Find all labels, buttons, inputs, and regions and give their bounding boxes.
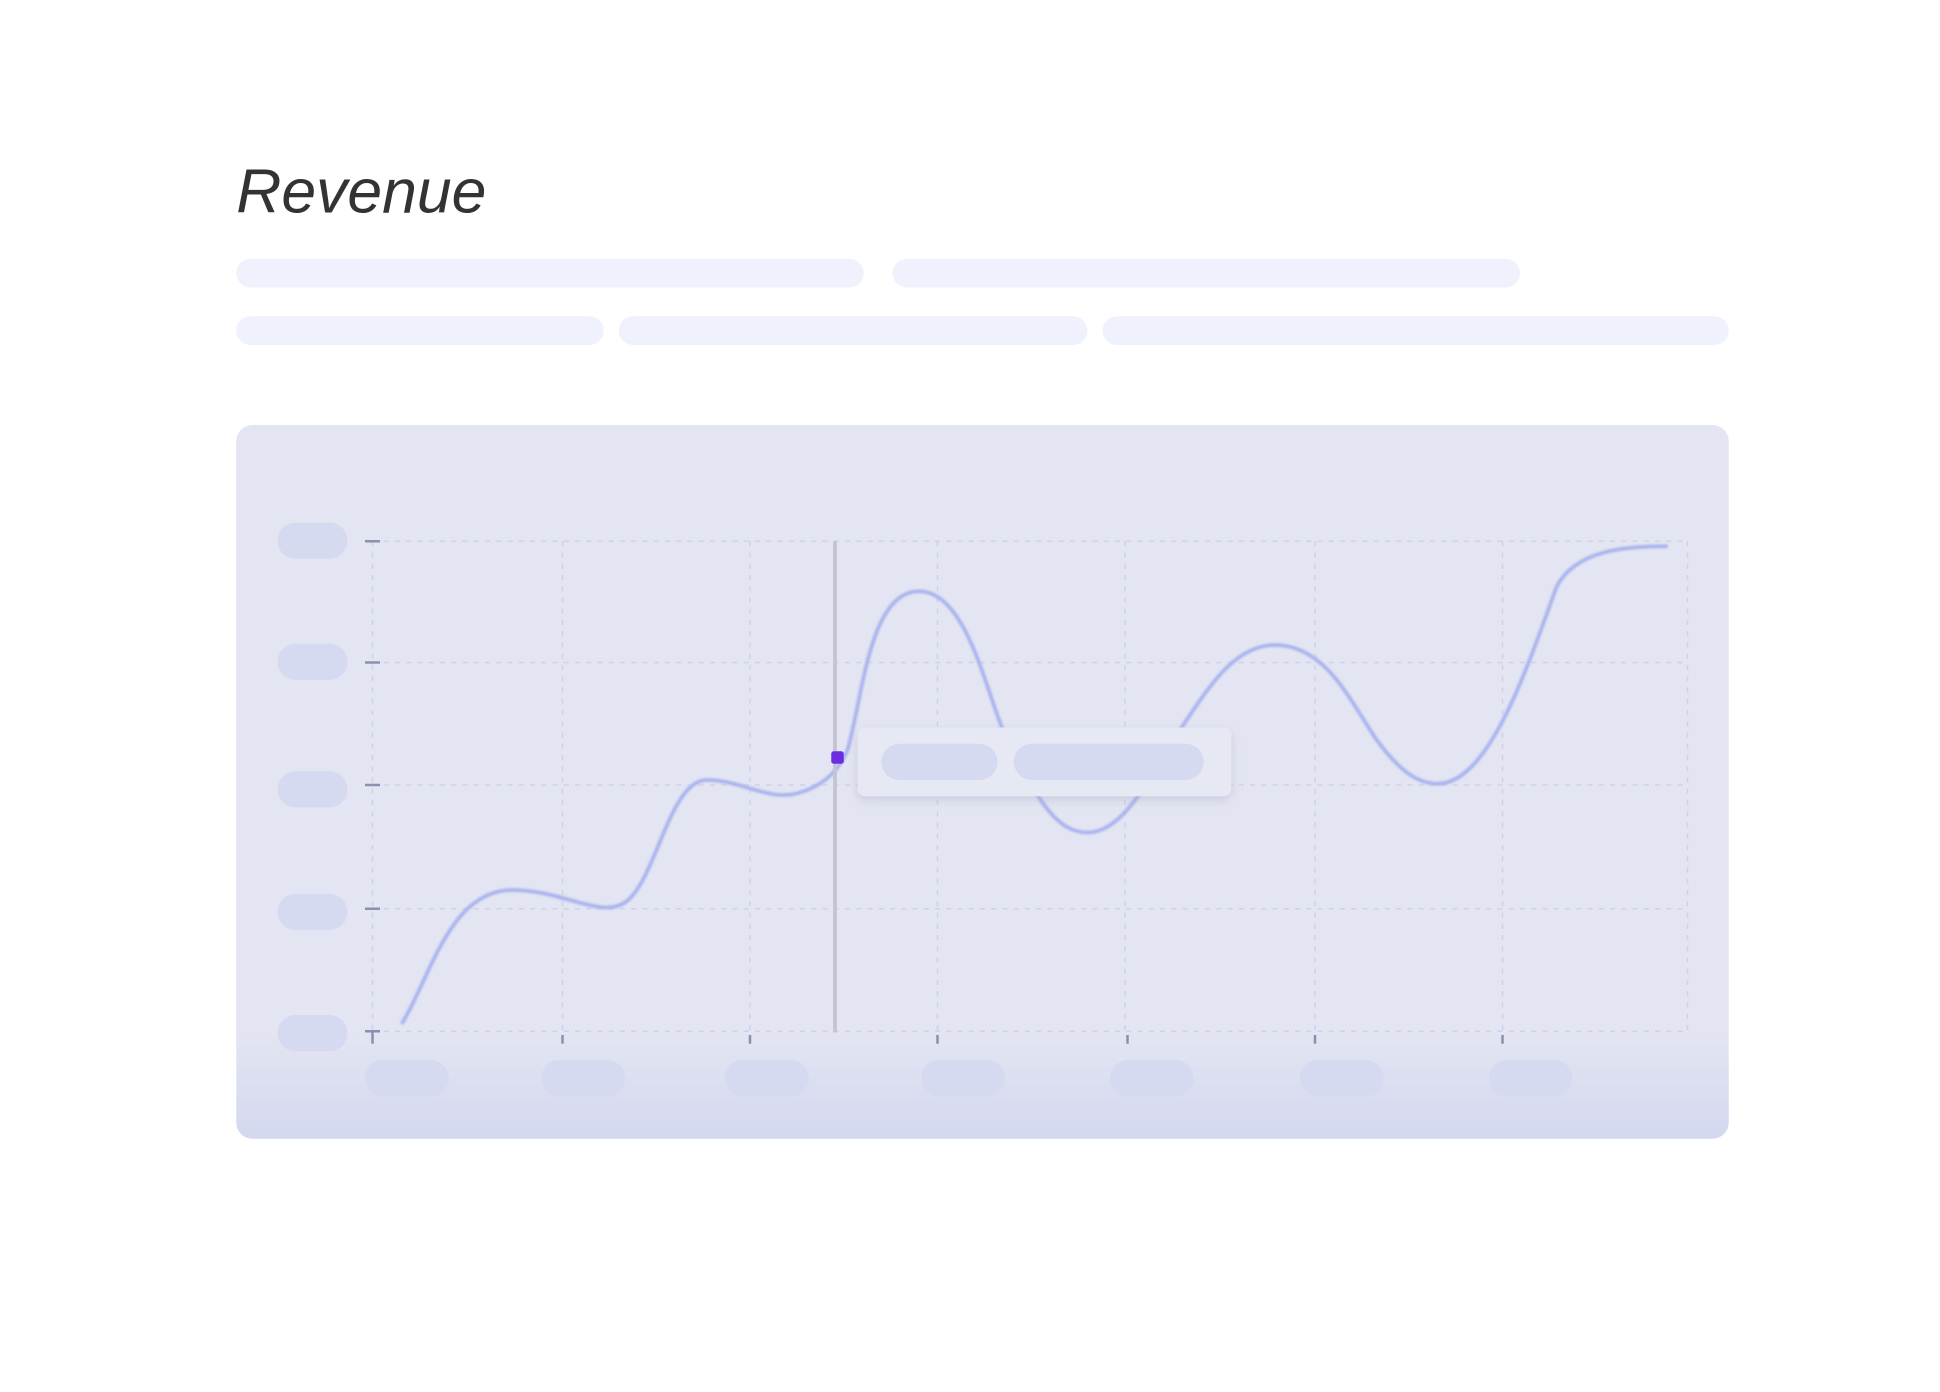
x-label-placeholders: [921, 1060, 1005, 1097]
tooltip: [881, 743, 998, 780]
chart-card: [236, 425, 1729, 1139]
x-label-placeholders: [725, 1060, 809, 1097]
tooltip: [857, 727, 1232, 797]
skeleton-line: [892, 258, 1520, 288]
page-title: Revenue: [236, 157, 486, 227]
axis-ticks: [365, 540, 1504, 1044]
x-label-placeholders: [1110, 1060, 1194, 1097]
y-label-placeholders: [277, 522, 348, 559]
y-label-placeholders: [277, 771, 348, 808]
tooltip: [1013, 743, 1204, 780]
y-label-placeholders: [277, 1015, 348, 1052]
x-label-placeholders: [541, 1060, 625, 1097]
x-label-placeholders: [1488, 1060, 1573, 1097]
y-label-placeholders: [277, 643, 348, 680]
y-label-placeholders: [277, 893, 348, 930]
x-label-placeholders: [365, 1060, 449, 1097]
skeleton-line: [236, 258, 864, 288]
skeleton-line: [236, 316, 604, 345]
x-label-placeholders: [365, 1060, 1573, 1097]
skeleton-line: [1102, 316, 1729, 345]
x-label-placeholders: [1300, 1060, 1384, 1097]
skeleton-text: [236, 258, 1729, 345]
hover-point: [831, 751, 844, 764]
y-label-placeholders: [277, 522, 348, 1052]
skeleton-line: [618, 316, 1088, 345]
